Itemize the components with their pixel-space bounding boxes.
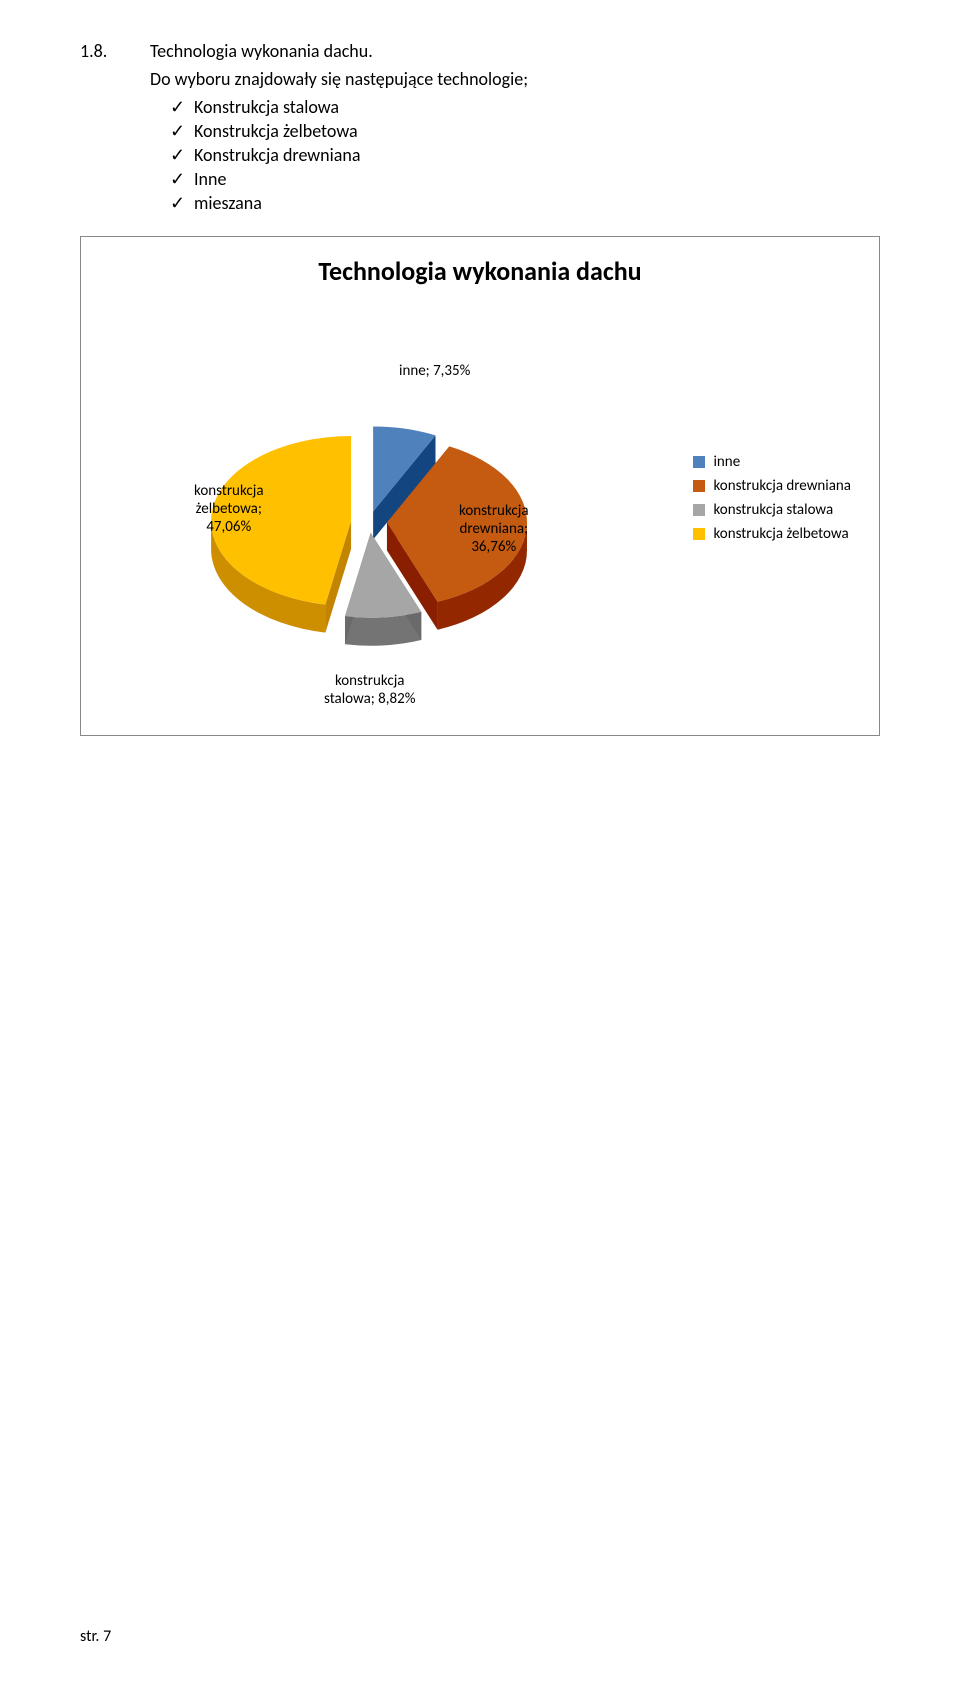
heading-text: Technologia wykonania dachu. <box>150 40 880 62</box>
check-icon: ✓ <box>170 144 194 166</box>
check-icon: ✓ <box>170 168 194 190</box>
legend-swatch <box>693 480 705 492</box>
check-icon: ✓ <box>170 96 194 118</box>
page-footer: str. 7 <box>80 1627 111 1646</box>
chart-title: Technologia wykonania dachu <box>99 255 861 287</box>
bullet-item: ✓ Inne <box>170 168 880 190</box>
legend-swatch <box>693 528 705 540</box>
check-icon: ✓ <box>170 192 194 214</box>
bullet-list: ✓ Konstrukcja stalowa ✓ Konstrukcja żelb… <box>170 96 880 214</box>
section-heading: 1.8. Technologia wykonania dachu. <box>80 40 880 62</box>
chart-data-label: inne; 7,35% <box>399 362 470 380</box>
chart-area: inne; 7,35% konstrukcjadrewniana;36,76% ko… <box>99 297 861 717</box>
check-icon: ✓ <box>170 120 194 142</box>
heading-number: 1.8. <box>80 40 150 62</box>
subheading-text: Do wyboru znajdowały się następujące tec… <box>150 68 880 90</box>
legend-swatch <box>693 504 705 516</box>
legend-item: konstrukcja drewniana <box>693 477 851 495</box>
chart-container: Technologia wykonania dachu inne; 7,35% k… <box>80 236 880 736</box>
bullet-item: ✓ Konstrukcja żelbetowa <box>170 120 880 142</box>
bullet-label: Inne <box>194 168 226 190</box>
legend-label: konstrukcja drewniana <box>713 477 851 495</box>
pie-chart: inne; 7,35% konstrukcjadrewniana;36,76% ko… <box>159 327 579 687</box>
legend-label: konstrukcja żelbetowa <box>713 525 848 543</box>
legend-item: konstrukcja żelbetowa <box>693 525 851 543</box>
legend-item: inne <box>693 453 851 471</box>
section-subheading: Do wyboru znajdowały się następujące tec… <box>80 68 880 90</box>
legend-item: konstrukcja stalowa <box>693 501 851 519</box>
bullet-item: ✓ mieszana <box>170 192 880 214</box>
bullet-item: ✓ Konstrukcja drewniana <box>170 144 880 166</box>
chart-legend: inne konstrukcja drewniana konstrukcja sta… <box>693 447 851 549</box>
chart-data-label: konstrukcjastalowa; 8,82% <box>324 672 415 708</box>
bullet-label: mieszana <box>194 192 262 214</box>
legend-label: konstrukcja stalowa <box>713 501 833 519</box>
legend-swatch <box>693 456 705 468</box>
chart-data-label: konstrukcjażelbetowa;47,06% <box>194 482 264 536</box>
chart-data-label: konstrukcjadrewniana;36,76% <box>459 502 529 556</box>
bullet-label: Konstrukcja stalowa <box>194 96 339 118</box>
bullet-item: ✓ Konstrukcja stalowa <box>170 96 880 118</box>
page: 1.8. Technologia wykonania dachu. Do wyb… <box>0 0 960 1686</box>
bullet-label: Konstrukcja drewniana <box>194 144 360 166</box>
legend-label: inne <box>713 453 740 471</box>
bullet-label: Konstrukcja żelbetowa <box>194 120 358 142</box>
